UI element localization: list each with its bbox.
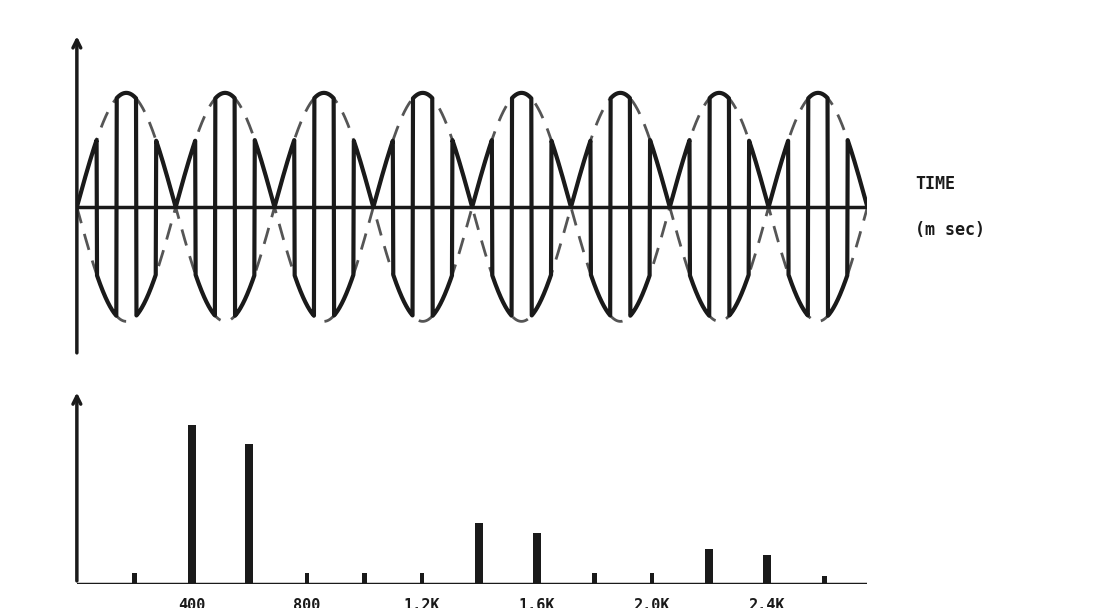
Bar [763, 555, 771, 584]
Bar [705, 548, 714, 584]
Bar [533, 533, 541, 584]
Text: 2.4K: 2.4K [749, 598, 785, 608]
Text: (m sec): (m sec) [915, 221, 985, 239]
Text: 1.2K: 1.2K [404, 598, 440, 608]
Bar [822, 576, 827, 584]
Bar [362, 573, 367, 584]
Bar [304, 573, 310, 584]
Bar [132, 573, 136, 584]
Text: 800: 800 [293, 598, 321, 608]
Text: 400: 400 [178, 598, 205, 608]
Bar [650, 573, 654, 584]
Text: 1.6K: 1.6K [518, 598, 556, 608]
Bar [475, 523, 483, 584]
Text: 2.0K: 2.0K [634, 598, 670, 608]
Bar [592, 573, 596, 584]
Bar [188, 424, 195, 584]
Text: TIME: TIME [915, 176, 955, 193]
Bar [419, 573, 424, 584]
Bar [245, 444, 254, 584]
